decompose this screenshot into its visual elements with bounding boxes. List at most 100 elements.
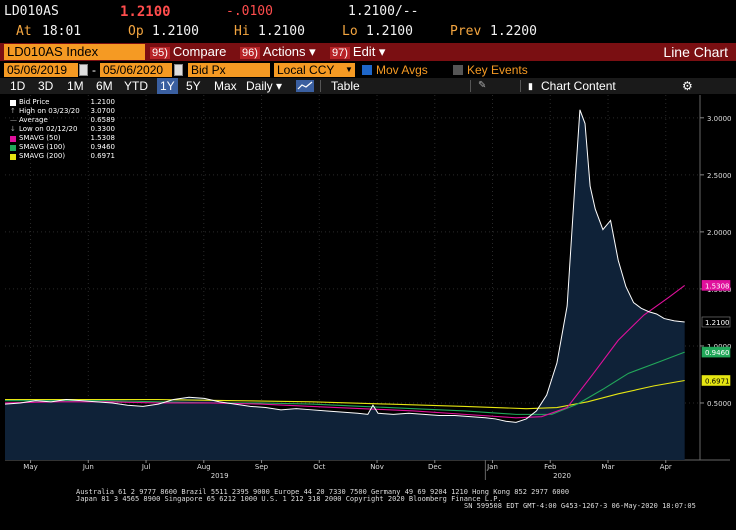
- compare-button[interactable]: 95) Compare: [150, 44, 226, 60]
- legend-swatch: [10, 100, 16, 106]
- divider: [520, 80, 521, 92]
- last-price: 1.2100: [120, 4, 171, 20]
- chart-content-button[interactable]: Chart Content: [541, 79, 616, 93]
- year-label: 2019: [211, 472, 229, 480]
- ticker-label: LD010AS: [4, 4, 59, 19]
- end-calendar-icon[interactable]: [174, 64, 183, 76]
- legend-value: 1.2100: [90, 98, 116, 106]
- low-marker-icon: ↓: [10, 125, 16, 133]
- edit-button[interactable]: 97) Edit ▾: [330, 44, 385, 60]
- legend-item: SMAVG (100) 0.9460: [10, 143, 115, 152]
- footer-line-1: Australia 61 2 9777 8600 Brazil 5511 239…: [76, 488, 570, 496]
- legend-label: Average: [19, 116, 48, 124]
- actions-label: Actions ▾: [262, 44, 316, 59]
- period-ytd[interactable]: YTD: [124, 79, 148, 93]
- key-events-checkbox[interactable]: [453, 65, 463, 75]
- series-line-smavg-50-: [4, 285, 685, 419]
- mov-avgs-checkbox[interactable]: [362, 65, 372, 75]
- legend-value: 0.6971: [90, 152, 116, 160]
- high-marker-icon: ↑: [10, 107, 16, 115]
- last-value-label: 1.2100: [705, 319, 730, 327]
- period-1m[interactable]: 1M: [67, 79, 84, 93]
- currency-chevron-down-icon[interactable]: ▼: [343, 63, 355, 77]
- start-calendar-icon[interactable]: [79, 64, 88, 76]
- legend-item: ↓ Low on 02/12/20 0.3300: [10, 125, 115, 134]
- x-tick-label: Sep: [255, 463, 269, 471]
- legend-value: 0.6589: [90, 116, 116, 124]
- period-max[interactable]: Max: [214, 79, 237, 93]
- series-line-smavg-100-: [5, 351, 685, 415]
- command-toolbar: LD010AS Index 95) Compare 96) Actions ▾ 97…: [0, 43, 736, 61]
- period-5y[interactable]: 5Y: [186, 79, 201, 93]
- end-date-field[interactable]: 05/06/2020: [100, 63, 172, 77]
- x-tick-label: Jul: [141, 463, 151, 471]
- x-tick-label: Feb: [544, 463, 557, 471]
- last-value-label: 0.6971: [705, 377, 730, 385]
- low-label: Lo: [342, 24, 358, 39]
- x-tick-label: Mar: [601, 463, 614, 471]
- average-marker-icon: —: [10, 116, 17, 124]
- x-tick-label: May: [23, 463, 37, 471]
- footer-line-3: SN 599508 EDT GMT-4:00 G453-1267-3 06-Ma…: [464, 502, 696, 510]
- period-1y[interactable]: 1Y: [157, 78, 178, 94]
- legend-label: Bid Price: [19, 98, 50, 106]
- series-line-bid-price: [4, 109, 685, 423]
- table-button[interactable]: Table: [331, 79, 360, 93]
- prev-label: Prev: [450, 24, 482, 39]
- security-field[interactable]: LD010AS Index: [4, 44, 145, 60]
- high-value: 1.2100: [258, 24, 305, 39]
- last-value-label: 1.5308: [705, 282, 730, 290]
- bid-ask: 1.2100/--: [348, 4, 419, 19]
- gear-icon[interactable]: ⚙: [682, 79, 693, 93]
- price-chart[interactable]: 0.50001.00001.50002.00002.50003.00001.53…: [0, 95, 736, 485]
- legend-swatch: [10, 145, 16, 151]
- legend-item: — Average 0.6589: [10, 116, 115, 125]
- last-value-tag: [701, 316, 731, 328]
- legend-item: SMAVG (200) 0.6971: [10, 152, 115, 161]
- x-tick-label: Aug: [197, 463, 211, 471]
- line-chart-icon[interactable]: [296, 80, 314, 92]
- compare-label: Compare: [172, 44, 227, 59]
- footer: Australia 61 2 9777 8600 Brazil 5511 239…: [0, 486, 736, 530]
- x-tick-label: Apr: [660, 463, 672, 471]
- legend-item: ↑ High on 03/23/20 3.0700: [10, 107, 115, 116]
- legend-label: SMAVG (200): [19, 152, 66, 160]
- last-value-tag: [701, 346, 731, 358]
- legend-item: SMAVG (50) 1.5308: [10, 134, 115, 143]
- last-value-label: 0.9460: [705, 349, 730, 357]
- edit-num: 97): [330, 47, 350, 59]
- date-dash: -: [92, 63, 96, 77]
- chart-legend: Bid Price 1.2100 ↑ High on 03/23/20 3.0700— A…: [10, 98, 115, 161]
- x-tick-label: Oct: [313, 463, 325, 471]
- x-tick-label: Jun: [82, 463, 94, 471]
- period-6m[interactable]: 6M: [96, 79, 113, 93]
- chart-type-title: Line Chart: [663, 44, 728, 60]
- legend-value: 0.9460: [90, 143, 116, 151]
- field-select[interactable]: Bid Px: [188, 63, 270, 77]
- x-tick-label: Jan: [486, 463, 498, 471]
- currency-select[interactable]: Local CCY: [274, 63, 344, 77]
- last-value-tag: [701, 280, 731, 291]
- start-date-field[interactable]: 05/06/2019: [4, 63, 78, 77]
- divider: [320, 80, 321, 92]
- parameter-row: 05/06/2019 - 05/06/2020 Bid Px Local CCY…: [0, 62, 736, 78]
- last-value-tag: [701, 375, 731, 386]
- key-events-label: Key Events: [467, 63, 528, 77]
- legend-label: High on 03/23/20: [19, 107, 80, 115]
- actions-button[interactable]: 96) Actions ▾: [240, 44, 316, 60]
- year-label: 2020: [553, 472, 571, 480]
- frequency-select[interactable]: Daily ▾: [246, 79, 283, 93]
- y-tick-label: 2.0000: [707, 229, 732, 237]
- y-tick-label: 3.0000: [707, 115, 732, 123]
- pencil-icon[interactable]: ✎: [478, 80, 487, 91]
- legend-label: Low on 02/12/20: [19, 125, 78, 133]
- legend-label: SMAVG (100): [19, 143, 66, 151]
- period-3d[interactable]: 3D: [38, 79, 54, 93]
- low-value: 1.2100: [366, 24, 413, 39]
- chart-content-icon: ▮: [528, 81, 533, 91]
- x-tick-label: Nov: [370, 463, 384, 471]
- mov-avgs-label: Mov Avgs: [376, 63, 428, 77]
- period-1d[interactable]: 1D: [10, 79, 26, 93]
- price-change: -.0100: [226, 4, 273, 19]
- x-tick-label: Dec: [428, 463, 442, 471]
